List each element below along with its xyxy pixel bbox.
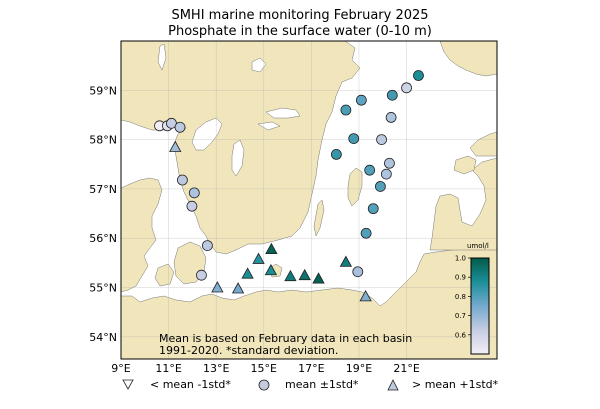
- station-marker: [339, 255, 353, 267]
- station-marker: [252, 252, 265, 264]
- circle-icon: [258, 379, 270, 391]
- lat-tick-label: 54°N: [89, 331, 117, 344]
- lake-vanern: [191, 117, 223, 151]
- colorbar-tick-label: 0.7: [455, 312, 466, 320]
- station-marker: [352, 266, 364, 278]
- colorbar-tick-label: 0.9: [455, 274, 466, 282]
- lat-tick-label: 59°N: [89, 84, 117, 97]
- colorbar-tick-label: 1.0: [455, 255, 466, 263]
- station-marker: [330, 148, 342, 160]
- land-southern-coast: [121, 245, 497, 359]
- longitude-ticks: 9°E 11°E 13°E 15°E 17°E 19°E 21°E: [111, 362, 420, 375]
- station-marker: [367, 203, 379, 215]
- station-marker: [401, 82, 412, 94]
- station-marker: [348, 133, 360, 145]
- legend-label-below: < mean -1std*: [150, 378, 231, 391]
- station-marker: [169, 140, 182, 152]
- station-marker: [385, 112, 397, 123]
- station-marker: [386, 89, 398, 101]
- map-subtitle: Phosphate in the surface water (0-10 m): [168, 24, 432, 39]
- legend-item-above: > mean +1std*: [387, 378, 499, 391]
- lake-hjalmaren: [257, 121, 281, 131]
- station-marker: [231, 282, 245, 294]
- station-marker: [340, 104, 352, 116]
- station-marker: [174, 121, 186, 133]
- lat-tick-label: 57°N: [89, 183, 117, 196]
- station-marker: [196, 269, 207, 281]
- colorbar-ticks: 1.0 0.9 0.8 0.7 0.6: [455, 255, 471, 339]
- lakes-layer: [157, 43, 301, 177]
- station-marker: [374, 181, 386, 192]
- colorbar-gradient: [470, 257, 490, 355]
- station-marker: [380, 168, 392, 180]
- land-saaremaa: [453, 155, 477, 175]
- legend-label-mean: mean ±1std*: [285, 378, 359, 391]
- station-marker: [413, 70, 424, 81]
- station-markers: [154, 70, 424, 302]
- lat-tick-label: 56°N: [89, 232, 117, 245]
- land-oland: [313, 199, 325, 237]
- lake-siljan: [251, 57, 267, 73]
- colorbar: umol/l 1.0 0.9 0.8 0.7 0.6: [455, 242, 490, 355]
- legend: < mean -1std* mean ±1std* > mean +1std*: [122, 378, 499, 391]
- land-estonia: [469, 131, 497, 157]
- station-marker: [384, 157, 395, 169]
- land-baltic-states: [429, 157, 497, 251]
- legend-item-below: < mean -1std*: [122, 378, 231, 391]
- lon-tick-label: 9°E: [111, 362, 130, 375]
- station-marker: [186, 200, 198, 212]
- note-line-1: Mean is based on February data in each b…: [159, 332, 412, 345]
- triangle-down-icon: [122, 379, 134, 390]
- station-marker: [176, 174, 188, 186]
- colorbar-label: umol/l: [467, 242, 489, 250]
- station-marker: [364, 164, 376, 176]
- station-marker: [265, 242, 278, 254]
- station-marker: [211, 281, 224, 293]
- station-marker: [298, 268, 311, 281]
- station-marker: [376, 134, 387, 146]
- land-gotland: [347, 167, 363, 207]
- land-finland: [439, 41, 497, 77]
- station-marker: [264, 263, 278, 276]
- lat-tick-label: 55°N: [89, 282, 117, 295]
- lake-vattern: [231, 139, 245, 177]
- station-marker: [201, 240, 213, 252]
- station-marker: [360, 227, 372, 239]
- lon-tick-label: 15°E: [251, 362, 277, 375]
- lon-tick-label: 19°E: [346, 362, 372, 375]
- lon-tick-label: 13°E: [203, 362, 229, 375]
- station-marker: [188, 187, 200, 199]
- latitude-ticks: 59°N 58°N 57°N 56°N 55°N 54°N: [89, 84, 117, 344]
- station-marker: [241, 267, 254, 279]
- map-frame: [120, 40, 498, 360]
- station-marker: [355, 94, 367, 106]
- colorbar-tick-label: 0.6: [455, 331, 467, 339]
- note-line-2: 1991-2020. *standard deviation.: [159, 344, 338, 357]
- map-title: SMHI marine monitoring February 2025: [171, 8, 429, 23]
- station-marker: [312, 272, 325, 284]
- station-marker: [359, 290, 372, 302]
- lake-malaren: [265, 107, 301, 119]
- lon-tick-label: 11°E: [155, 362, 181, 375]
- legend-label-above: > mean +1std*: [412, 378, 499, 391]
- triangle-up-icon: [387, 379, 399, 391]
- lake-mjosa: [157, 43, 167, 71]
- land-jutland: [121, 177, 163, 293]
- legend-item-mean: mean ±1std*: [258, 378, 359, 391]
- lat-tick-label: 58°N: [89, 134, 117, 147]
- station-marker: [284, 269, 297, 282]
- colorbar-tick-label: 0.8: [455, 293, 466, 301]
- lon-tick-label: 21°E: [393, 362, 419, 375]
- lon-tick-label: 17°E: [298, 362, 324, 375]
- land-funen: [154, 263, 175, 287]
